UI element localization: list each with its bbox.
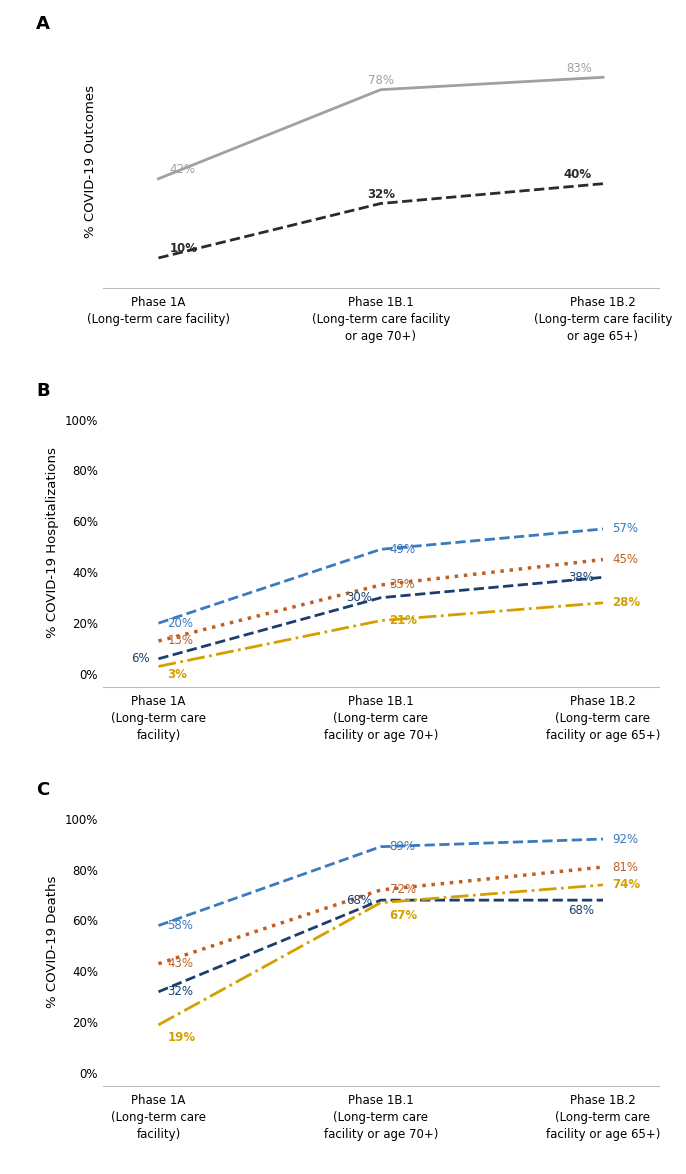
Text: 83%: 83% bbox=[566, 62, 592, 75]
Text: B: B bbox=[36, 382, 50, 400]
Text: 32%: 32% bbox=[367, 188, 394, 201]
Text: 13%: 13% bbox=[167, 634, 193, 648]
Text: 43%: 43% bbox=[167, 957, 193, 970]
Legend: Hospitalizations, Deaths: Hospitalizations, Deaths bbox=[267, 416, 495, 438]
Text: 68%: 68% bbox=[346, 893, 372, 906]
Text: 57%: 57% bbox=[612, 522, 638, 535]
Text: 10%: 10% bbox=[169, 243, 198, 256]
Text: 67%: 67% bbox=[390, 909, 418, 922]
Text: 81%: 81% bbox=[612, 861, 638, 873]
Text: 6%: 6% bbox=[131, 653, 150, 666]
Text: 89%: 89% bbox=[390, 841, 416, 853]
Y-axis label: % COVID-19 Deaths: % COVID-19 Deaths bbox=[46, 876, 59, 1008]
Text: 21%: 21% bbox=[390, 614, 418, 627]
Text: 40%: 40% bbox=[564, 168, 592, 181]
Text: 72%: 72% bbox=[390, 884, 416, 897]
Legend: Asian/Pacific Islander, Black, $\mathbf{Latino}$, White: Asian/Pacific Islander, Black, $\mathbf{… bbox=[191, 853, 570, 877]
Text: 19%: 19% bbox=[167, 1031, 196, 1044]
Text: 68%: 68% bbox=[568, 904, 594, 917]
Text: 45%: 45% bbox=[612, 553, 638, 566]
Text: 20%: 20% bbox=[167, 616, 193, 629]
Text: 28%: 28% bbox=[612, 596, 640, 609]
Text: 49%: 49% bbox=[390, 542, 416, 555]
Text: 32%: 32% bbox=[167, 985, 193, 998]
Text: 38%: 38% bbox=[568, 571, 594, 583]
Text: 35%: 35% bbox=[390, 579, 416, 592]
Text: C: C bbox=[36, 781, 49, 799]
Text: 92%: 92% bbox=[612, 832, 638, 845]
Text: 30%: 30% bbox=[346, 592, 372, 605]
Text: 42%: 42% bbox=[169, 163, 196, 176]
Text: 3%: 3% bbox=[167, 668, 187, 681]
Text: 78%: 78% bbox=[368, 74, 394, 87]
Y-axis label: % COVID-19 Outcomes: % COVID-19 Outcomes bbox=[84, 85, 97, 238]
Text: 58%: 58% bbox=[167, 919, 193, 932]
Text: A: A bbox=[36, 15, 50, 33]
Y-axis label: % COVID-19 Hospitalizations: % COVID-19 Hospitalizations bbox=[46, 447, 59, 639]
Text: 74%: 74% bbox=[612, 878, 640, 891]
